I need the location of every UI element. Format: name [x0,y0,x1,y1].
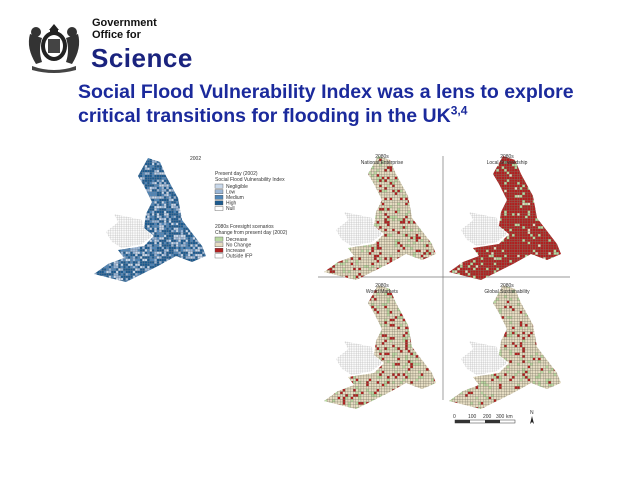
legend-swatch [214,253,224,259]
scenario-map [449,156,561,280]
map-2002 [94,158,206,282]
royal-crest-icon [28,24,80,73]
legend-swatch [214,247,224,253]
org-name: Science [91,43,193,73]
legend-label: Null [226,206,235,212]
legend1-heading1: Present day (2002) [215,171,258,177]
north-label: N [530,410,534,416]
legend-label: No Change [226,242,252,248]
org-line2: Office for [92,29,141,41]
scenario-map [324,156,436,280]
legend-label: Low [226,189,236,195]
legend-label: Increase [226,248,245,254]
legend-swatch [214,242,224,248]
scale-tick-300: 300 [496,414,505,420]
scenario-map [449,285,561,409]
map-2002-year: 2002 [190,156,201,162]
legend-present-day: Present day (2002) Social Flood Vulnerab… [214,171,285,212]
scenario-year: 2080s [375,283,389,289]
legend-swatch [214,183,224,189]
scale-tick-100: 100 [468,414,477,420]
legend1-heading2: Social Flood Vulnerability Index [215,177,285,183]
north-arrow-icon: N [530,410,534,424]
scenario-map [324,285,436,409]
legend-label: Negligible [226,184,248,190]
legend2-heading2: Change from present day (2002) [215,230,288,236]
legend-swatch [214,200,224,206]
scenario-name: Local Stewardship [487,160,528,166]
legend2-heading1: 2080s Foresight scenarios [215,224,274,230]
title-superscript: 3,4 [450,103,468,118]
legend-swatch [214,236,224,242]
scenario-name: National Enterprise [361,160,404,166]
legend-swatch [214,194,224,200]
slide-title: Social Flood Vulnerability Index was a l… [78,80,628,128]
scale-tick-0: 0 [453,414,456,420]
legend-swatch [214,206,224,211]
scenario-year: 2080s [500,154,514,160]
legend-foresight: 2080s Foresight scenarios Change from pr… [214,224,288,260]
legend-label: Decrease [226,237,248,243]
scenario-name: World Markets [366,289,399,295]
legend-label: Medium [226,195,244,201]
gos-logo: Government Office for Science [22,14,222,74]
scale-tick-200: 200 [483,414,492,420]
org-label: Government Office for [92,17,157,41]
org-line1: Government [92,17,157,29]
scale-unit: km [506,414,513,420]
legend-label: High [226,201,237,207]
scenario-year: 2080s [500,283,514,289]
scenario-year: 2080s [375,154,389,160]
slide-title-text: Social Flood Vulnerability Index was a l… [78,81,574,127]
legend-label: Outside IFP [226,254,253,260]
map-2002-cells [94,158,206,282]
scale-bar: 0 100 200 300 km [453,414,516,424]
scenario-name: Global Sustainability [484,289,530,295]
legend-swatch [214,189,224,195]
